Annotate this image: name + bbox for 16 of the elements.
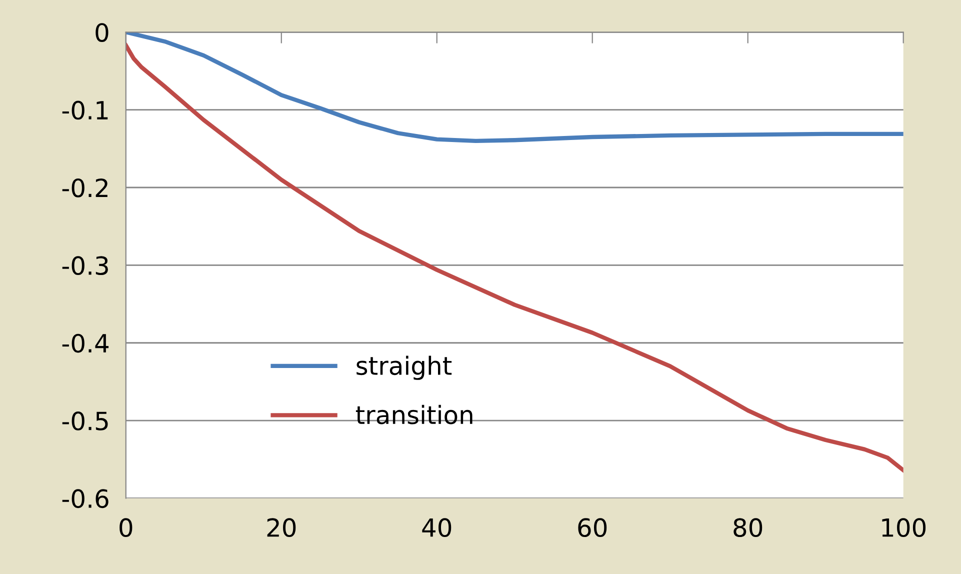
x-tick-label: 60: [578, 518, 607, 538]
y-tick-label: -0.5: [62, 411, 108, 430]
legend-label: transition: [356, 404, 472, 424]
y-tick-label: -0.1: [62, 100, 108, 120]
y-tick-label: -0.2: [62, 178, 108, 198]
x-tick-label: 80: [734, 518, 762, 538]
y-tick-label: 0: [96, 23, 108, 42]
y-tick-label: -0.3: [62, 256, 108, 276]
y-tick-label: -0.6: [62, 489, 108, 508]
x-tick-label: 100: [882, 518, 926, 538]
line-series: [126, 43, 904, 472]
x-tick-label: 40: [422, 518, 452, 538]
y-tick-label: -0.4: [62, 334, 109, 353]
x-tick-label: 20: [267, 518, 296, 538]
legend-label: straight: [356, 356, 452, 380]
x-tick-label: 0: [120, 518, 132, 538]
